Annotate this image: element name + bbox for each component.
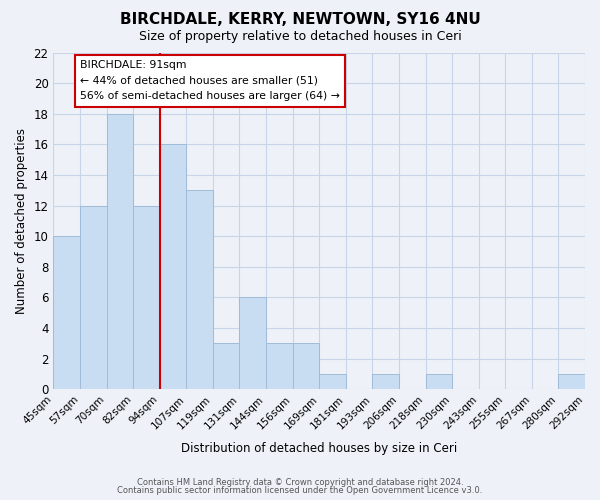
Bar: [213, 344, 239, 389]
Bar: [293, 344, 319, 389]
Text: Contains public sector information licensed under the Open Government Licence v3: Contains public sector information licen…: [118, 486, 482, 495]
Bar: [187, 190, 213, 389]
Text: BIRCHDALE, KERRY, NEWTOWN, SY16 4NU: BIRCHDALE, KERRY, NEWTOWN, SY16 4NU: [119, 12, 481, 28]
Bar: [373, 374, 399, 389]
Bar: [53, 236, 80, 389]
Bar: [425, 374, 452, 389]
Bar: [107, 114, 133, 389]
Bar: [266, 344, 293, 389]
X-axis label: Distribution of detached houses by size in Ceri: Distribution of detached houses by size …: [181, 442, 457, 455]
Bar: [160, 144, 187, 389]
Bar: [133, 206, 160, 389]
Bar: [80, 206, 107, 389]
Text: Contains HM Land Registry data © Crown copyright and database right 2024.: Contains HM Land Registry data © Crown c…: [137, 478, 463, 487]
Y-axis label: Number of detached properties: Number of detached properties: [15, 128, 28, 314]
Bar: [319, 374, 346, 389]
Bar: [559, 374, 585, 389]
Text: BIRCHDALE: 91sqm
← 44% of detached houses are smaller (51)
56% of semi-detached : BIRCHDALE: 91sqm ← 44% of detached house…: [80, 60, 340, 102]
Bar: [239, 298, 266, 389]
Text: Size of property relative to detached houses in Ceri: Size of property relative to detached ho…: [139, 30, 461, 43]
